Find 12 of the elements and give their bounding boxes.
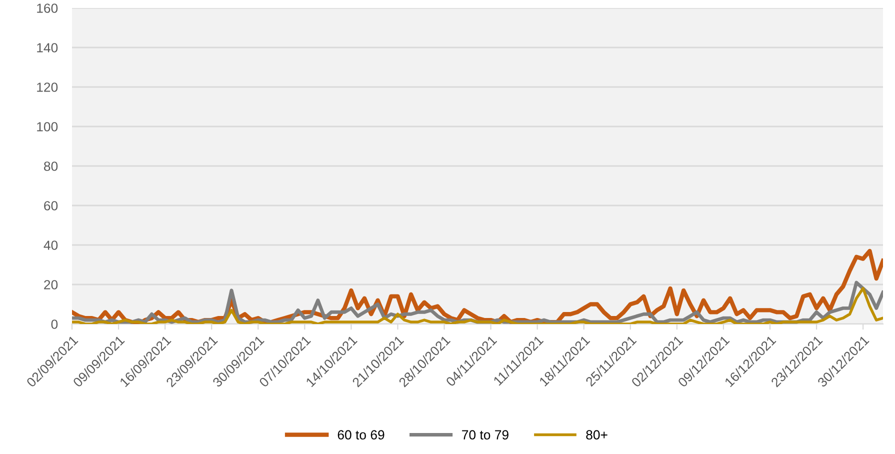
legend-label: 70 to 79 [462,430,508,440]
y-tick-label: 80 [44,162,58,171]
y-tick-label: 100 [37,122,58,132]
legend-label: 60 to 69 [338,430,384,440]
y-tick-label: 20 [44,280,58,290]
y-tick-label: 0 [51,320,58,329]
y-tick-label: 40 [44,240,58,250]
legend-label: 80+ [586,430,608,440]
y-tick-label: 60 [44,201,58,210]
y-tick-label: 120 [37,82,58,92]
y-tick-label: 140 [37,43,58,52]
y-tick-label: 160 [37,4,58,13]
